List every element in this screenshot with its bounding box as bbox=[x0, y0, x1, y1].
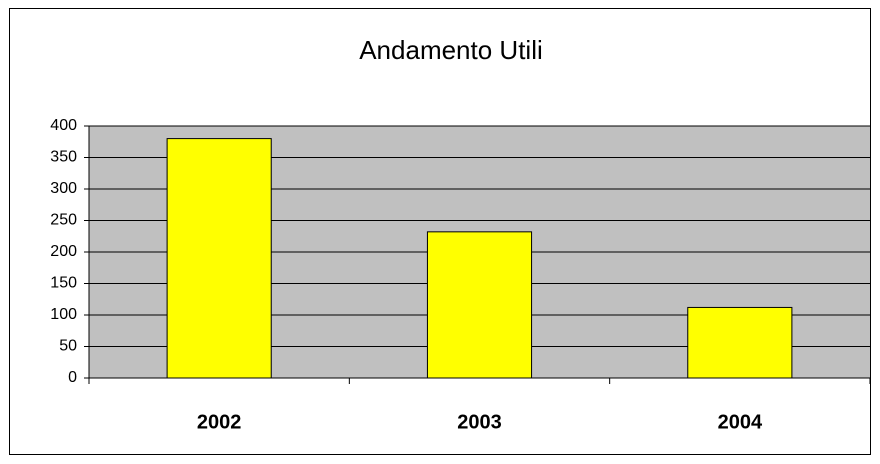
bar bbox=[687, 306, 793, 379]
y-tick-label: 150 bbox=[50, 275, 77, 292]
bar bbox=[166, 138, 272, 379]
x-tick-label: 2003 bbox=[457, 411, 502, 433]
x-tick-label: 2002 bbox=[197, 411, 242, 433]
y-tick-label: 100 bbox=[50, 306, 77, 323]
y-tick-label: 350 bbox=[50, 149, 77, 166]
y-tick-label: 200 bbox=[50, 243, 77, 260]
x-tick-label: 2004 bbox=[718, 411, 763, 433]
y-tick-label: 400 bbox=[50, 117, 77, 134]
chart-title: Andamento Utili bbox=[359, 35, 543, 65]
y-tick-label: 300 bbox=[50, 180, 77, 197]
y-tick-label: 0 bbox=[68, 369, 77, 386]
bar bbox=[426, 231, 533, 379]
y-tick-label: 250 bbox=[50, 212, 77, 229]
y-tick-label: 50 bbox=[59, 338, 77, 355]
